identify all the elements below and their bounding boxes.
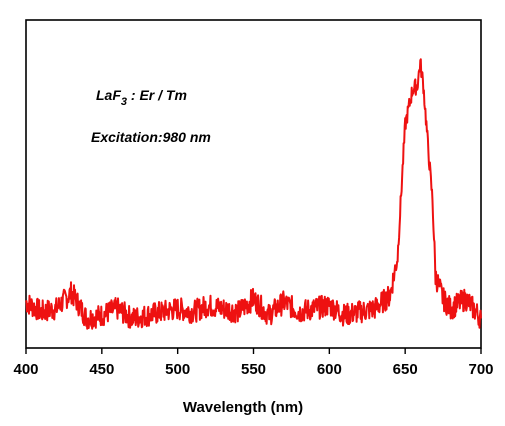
excitation-annotation: Excitation:980 nm bbox=[91, 129, 211, 145]
formula-subscript: 3 bbox=[121, 96, 127, 108]
x-tick-label: 500 bbox=[165, 361, 190, 378]
x-tick-label: 450 bbox=[89, 361, 114, 378]
formula-rest: : Er / Tm bbox=[127, 87, 187, 103]
x-tick-label: 650 bbox=[393, 361, 418, 378]
x-tick-label: 550 bbox=[241, 361, 266, 378]
x-axis-title: Wavelength (nm) bbox=[183, 399, 303, 416]
formula-annotation: LaF3 : Er / Tm bbox=[96, 87, 187, 108]
x-tick-label: 700 bbox=[468, 361, 493, 378]
formula-base: LaF bbox=[96, 87, 121, 103]
x-tick-labels: 400 450 500 550 600 650 700 bbox=[13, 361, 493, 378]
x-tick-label: 600 bbox=[317, 361, 342, 378]
x-tick-label: 400 bbox=[13, 361, 38, 378]
spectrum-line bbox=[25, 58, 482, 330]
x-ticks bbox=[25, 348, 482, 354]
